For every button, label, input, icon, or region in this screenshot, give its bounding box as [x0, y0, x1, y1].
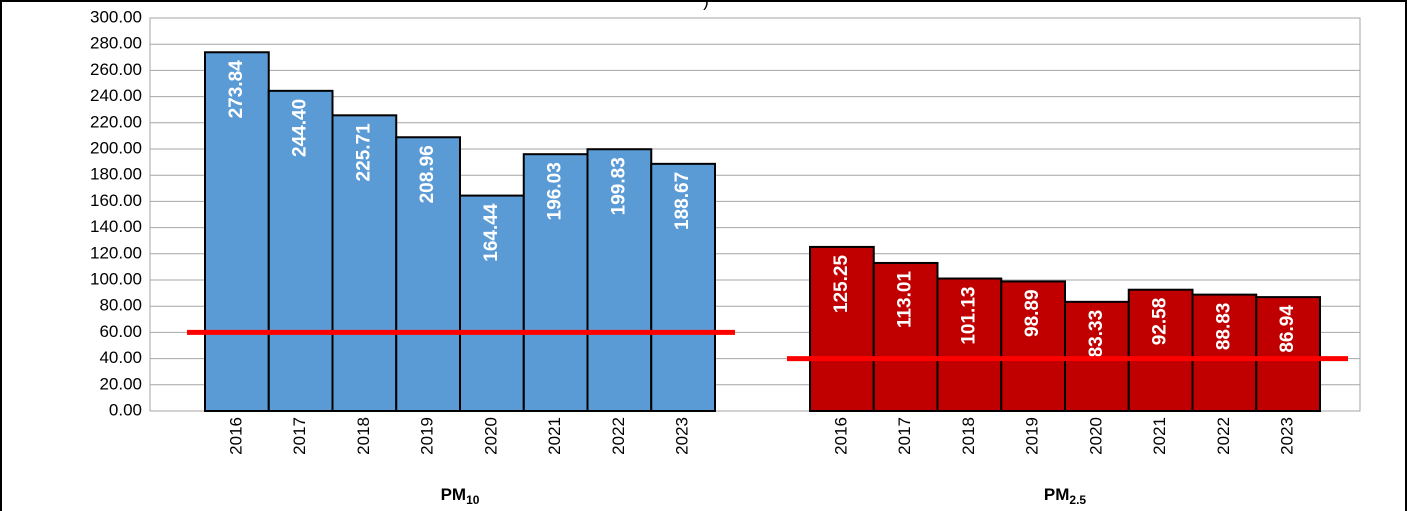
group-label: PM2.5 — [1044, 485, 1087, 507]
x-tick-label: 2017 — [290, 417, 309, 455]
y-tick-label: 80.00 — [99, 296, 142, 315]
x-tick-label: 2023 — [673, 417, 692, 455]
group-name: PM — [1044, 485, 1070, 504]
y-tick-label: 220.00 — [90, 112, 142, 131]
y-tick-label: 160.00 — [90, 191, 142, 210]
y-tick-label: 180.00 — [90, 165, 142, 184]
value-label: 98.89 — [1022, 289, 1043, 337]
bar — [1255, 296, 1321, 413]
bar — [936, 277, 1003, 413]
value-label: 225.71 — [353, 123, 374, 182]
bar — [586, 148, 653, 413]
bar — [872, 261, 939, 413]
y-tick-label: 240.00 — [90, 86, 142, 105]
y-tick-label: 40.00 — [99, 348, 142, 367]
value-label: 86.94 — [1277, 305, 1298, 353]
y-tick-label: 0.00 — [109, 400, 142, 419]
bar — [522, 153, 589, 412]
value-label: 125.25 — [831, 255, 852, 314]
value-label: 92.58 — [1150, 298, 1171, 346]
x-tick-label: 2021 — [1150, 417, 1169, 455]
x-tick-label: 2021 — [545, 417, 564, 455]
value-label: 188.67 — [672, 172, 693, 230]
value-label: 83.33 — [1086, 310, 1107, 358]
group-subscript: 2.5 — [1069, 493, 1086, 507]
x-tick-label: 2022 — [1214, 417, 1233, 455]
y-tick-label: 20.00 — [99, 374, 142, 393]
x-tick-label: 2018 — [354, 417, 373, 455]
bar — [650, 162, 716, 412]
x-tick-label: 2019 — [1023, 417, 1042, 455]
value-label: 113.01 — [895, 271, 916, 328]
x-tick-label: 2016 — [831, 417, 850, 455]
group-label: PM10 — [441, 485, 480, 507]
value-label: 273.84 — [226, 60, 247, 119]
x-tick-label: 2016 — [226, 417, 245, 455]
y-tick-label: 100.00 — [90, 269, 142, 288]
y-tick-label: 120.00 — [90, 243, 142, 262]
value-label: 208.96 — [417, 145, 438, 203]
value-label: 199.83 — [608, 157, 629, 215]
y-tick-label: 280.00 — [90, 34, 142, 53]
y-tick-label: 60.00 — [99, 322, 142, 341]
value-label: 244.40 — [290, 99, 311, 157]
y-tick-label: 200.00 — [90, 138, 142, 157]
x-tick-label: 2023 — [1278, 417, 1297, 455]
value-label: 164.44 — [481, 203, 502, 262]
value-label: 101.13 — [958, 287, 979, 345]
x-tick-label: 2019 — [418, 417, 437, 455]
value-label: 88.83 — [1213, 303, 1234, 351]
y-tick-label: 300.00 — [90, 7, 142, 26]
x-tick-label: 2017 — [895, 417, 914, 455]
x-tick-label: 2020 — [481, 417, 500, 455]
x-tick-label: 2022 — [609, 417, 628, 455]
bar — [1000, 280, 1066, 412]
group-subscript: 10 — [466, 493, 480, 507]
group-name: PM — [441, 485, 467, 504]
bar — [267, 89, 334, 412]
plot-border — [149, 17, 1361, 412]
x-tick-label: 2018 — [959, 417, 978, 455]
bar — [459, 194, 525, 412]
value-label: 196.03 — [545, 162, 566, 220]
caption-fragment: ) — [703, 0, 709, 10]
y-tick-label: 260.00 — [90, 60, 142, 79]
y-tick-label: 140.00 — [90, 217, 142, 236]
x-tick-label: 2020 — [1086, 417, 1105, 455]
